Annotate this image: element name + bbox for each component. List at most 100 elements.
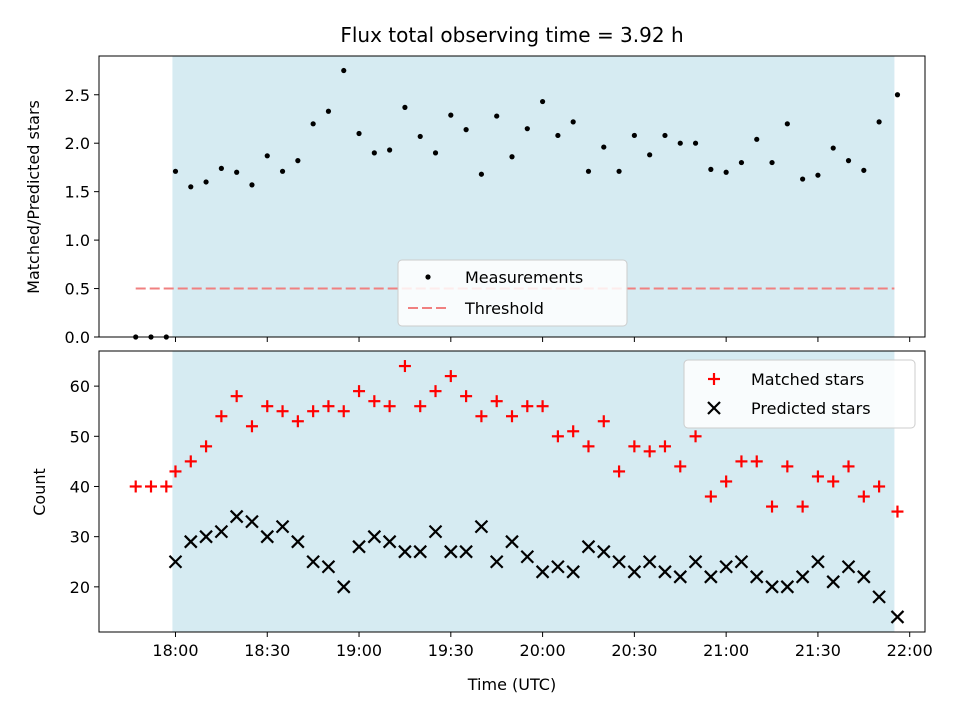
matched-star-point bbox=[261, 400, 274, 413]
predicted-star-point bbox=[367, 529, 382, 544]
predicted-star-point bbox=[398, 544, 412, 559]
bottom-axis-ticks: 18:00 18:30 19:00 19:30 20:00 20:30 21:00 21:30… bbox=[70, 377, 933, 660]
predicted-star-point bbox=[229, 509, 244, 524]
measurement-point bbox=[894, 92, 901, 98]
measurement-point bbox=[478, 171, 485, 177]
measurement-point bbox=[723, 169, 729, 175]
measurement-point bbox=[601, 144, 607, 150]
measurement-point bbox=[769, 159, 775, 166]
measurement-point bbox=[754, 136, 760, 142]
predicted-star-point bbox=[535, 565, 550, 579]
predicted-star-point bbox=[321, 559, 336, 574]
matched-star-point bbox=[245, 420, 258, 433]
top-legend: Measurements Threshold bbox=[397, 259, 628, 327]
measurement-point bbox=[463, 127, 469, 133]
matched-star-point bbox=[857, 490, 870, 503]
matched-star-point bbox=[307, 405, 320, 418]
predicted-star-point bbox=[872, 590, 886, 604]
measurement-point bbox=[371, 150, 377, 156]
matched-star-point bbox=[842, 460, 855, 473]
measurement-point bbox=[585, 168, 592, 174]
measurement-point bbox=[616, 168, 622, 174]
predicted-star-point bbox=[474, 519, 489, 534]
x-tick-label: 21:00 bbox=[703, 641, 749, 660]
y-tick-label: 2.5 bbox=[65, 86, 90, 105]
matched-star-point bbox=[811, 470, 824, 483]
x-tick-label: 18:30 bbox=[244, 641, 290, 660]
measurement-point bbox=[800, 176, 806, 182]
predicted-star-point bbox=[596, 544, 611, 559]
x-tick-label: 22:00 bbox=[887, 641, 933, 660]
measurement-point bbox=[738, 159, 745, 166]
predicted-star-point bbox=[704, 570, 718, 584]
predicted-star-point bbox=[505, 534, 519, 549]
matched-star-point bbox=[536, 400, 549, 413]
matched-star-point bbox=[145, 480, 158, 493]
bottom-legend-box bbox=[683, 359, 916, 429]
bottom-y-axis-label: Count bbox=[30, 468, 49, 516]
measurement-point bbox=[402, 104, 408, 110]
measurement-point bbox=[387, 147, 393, 153]
predicted-star-point bbox=[841, 559, 856, 574]
matched-star-point bbox=[460, 390, 473, 403]
measurement-point bbox=[830, 145, 836, 151]
predicted-star-point bbox=[382, 534, 397, 549]
predicted-star-point bbox=[658, 565, 672, 579]
y-tick-label: 60 bbox=[70, 377, 90, 396]
chart-title: Flux total observing time = 3.92 h bbox=[340, 23, 683, 47]
predicted-star-point bbox=[183, 534, 198, 549]
predicted-star-point bbox=[336, 580, 351, 594]
matched-star-point bbox=[643, 445, 656, 458]
measurement-point bbox=[647, 152, 653, 158]
legend-measurements-label: Measurements bbox=[465, 268, 583, 287]
matched-star-point bbox=[689, 430, 702, 443]
matched-star-point bbox=[337, 405, 350, 418]
predicted-star-point bbox=[306, 554, 320, 569]
matched-star-point bbox=[200, 440, 213, 453]
legend-matched-marker bbox=[708, 373, 720, 385]
measurement-point bbox=[509, 154, 515, 160]
predicted-star-point bbox=[413, 544, 428, 559]
matched-star-point bbox=[398, 360, 411, 373]
matched-star-point bbox=[506, 410, 518, 423]
predicted-star-point bbox=[749, 570, 764, 584]
predicted-star-point bbox=[428, 524, 443, 539]
matched-star-point bbox=[383, 400, 396, 413]
matched-star-point bbox=[215, 410, 228, 423]
measurement-point bbox=[356, 130, 362, 137]
matched-star-point bbox=[704, 490, 717, 503]
predicted-star-point bbox=[826, 575, 841, 589]
predicted-star-point bbox=[890, 610, 905, 624]
matched-star-point bbox=[720, 475, 733, 488]
predicted-star-point bbox=[612, 554, 626, 569]
measurement-point bbox=[555, 132, 561, 139]
matched-star-point bbox=[414, 400, 427, 413]
measurement-point bbox=[845, 158, 852, 164]
measurement-point bbox=[539, 98, 546, 105]
predicted-star-point bbox=[352, 539, 366, 554]
matched-star-point bbox=[429, 385, 442, 398]
measurement-point bbox=[341, 67, 347, 74]
matched-star-point bbox=[827, 475, 840, 488]
bottom-panel: 18:00 18:30 19:00 19:30 20:00 20:30 21:00 21:30… bbox=[30, 350, 933, 694]
predicted-star-point bbox=[291, 534, 305, 549]
measurement-point bbox=[203, 179, 209, 185]
matched-star-point bbox=[475, 410, 488, 423]
top-axis-ticks: 0.0 0.5 1.0 1.5 2.0 2.5 bbox=[65, 86, 911, 347]
matched-star-point bbox=[184, 455, 197, 468]
legend-predicted-marker bbox=[707, 401, 721, 415]
x-axis-label: Time (UTC) bbox=[467, 675, 556, 694]
matched-star-point bbox=[750, 455, 763, 468]
measurement-point bbox=[172, 168, 179, 174]
predicted-star-point bbox=[459, 544, 473, 559]
measurement-point bbox=[310, 121, 316, 127]
matched-star-point bbox=[628, 440, 641, 453]
top-y-axis-label: Matched/Predicted stars bbox=[24, 100, 43, 294]
matched-star-point bbox=[597, 415, 610, 428]
matched-star-point bbox=[291, 415, 304, 428]
matched-star-point bbox=[658, 440, 671, 453]
legend-matched-label: Matched stars bbox=[751, 370, 864, 389]
predicted-star-point bbox=[811, 554, 825, 569]
measurement-point bbox=[708, 166, 714, 172]
